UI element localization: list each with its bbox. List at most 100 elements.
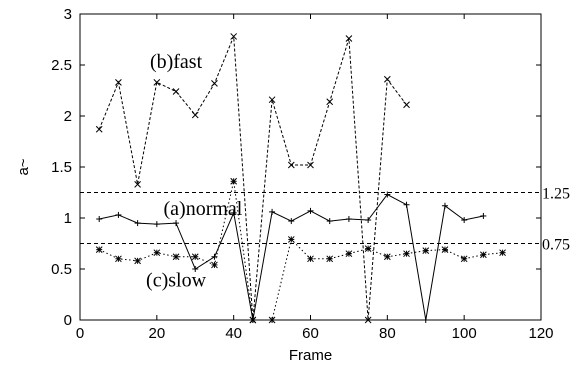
data-point [307, 207, 314, 214]
data-point [268, 316, 276, 324]
x-tick-label: 120 [528, 325, 553, 342]
data-point [345, 250, 353, 258]
y-tick-label: 1.5 [51, 159, 72, 176]
series-annotation: (c)slow [146, 269, 207, 291]
data-point [480, 251, 487, 259]
data-point-stroke [134, 180, 141, 188]
x-tick-label: 60 [302, 325, 319, 342]
data-point [153, 249, 161, 257]
data-point [153, 221, 160, 228]
data-point [345, 35, 353, 42]
data-point-stroke [115, 78, 122, 86]
reference-line-label: 1.25 [542, 186, 570, 203]
data-point [384, 191, 391, 198]
data-point [211, 261, 218, 269]
x-tick-label: 40 [225, 325, 242, 342]
data-point [422, 247, 430, 254]
data-point-stroke [191, 111, 199, 119]
data-point [172, 88, 180, 95]
data-point-stroke [326, 98, 334, 106]
data-point [191, 111, 199, 119]
data-point [172, 253, 180, 261]
data-point [115, 78, 122, 86]
data-point [345, 216, 352, 223]
y-tick-label: 3 [64, 6, 72, 23]
x-tick-label: 80 [379, 325, 396, 342]
data-point [230, 33, 238, 40]
data-point [422, 317, 429, 323]
data-point-stroke [383, 75, 391, 83]
data-point [249, 316, 257, 324]
data-point [211, 253, 218, 260]
data-point [134, 257, 141, 265]
data-point [383, 75, 391, 83]
series-dotted [95, 177, 506, 324]
data-point [134, 220, 141, 227]
data-point [287, 236, 295, 243]
data-point [115, 211, 122, 218]
data-point [307, 255, 314, 263]
data-point [441, 202, 448, 209]
data-point [269, 208, 276, 215]
data-point [480, 212, 487, 219]
series-line [99, 193, 484, 321]
y-tick-label: 1 [64, 210, 72, 227]
data-point [173, 220, 180, 227]
data-point [403, 201, 410, 208]
data-point [288, 218, 295, 225]
data-point-stroke [403, 101, 410, 109]
data-point [230, 177, 238, 185]
data-point [403, 101, 410, 109]
data-point-stroke [268, 96, 276, 104]
data-point [326, 98, 334, 106]
series-annotation: (a)normal [164, 198, 243, 220]
series-dashed [95, 33, 410, 324]
x-tick-label: 0 [76, 325, 84, 342]
data-point [268, 96, 276, 104]
data-point [364, 316, 372, 324]
data-point [192, 266, 199, 272]
y-tick-label: 0.5 [51, 261, 72, 278]
data-point-stroke [172, 88, 180, 95]
data-point [134, 180, 141, 188]
data-point [326, 218, 333, 225]
data-point-stroke [211, 80, 218, 87]
data-point [95, 246, 103, 253]
series-annotation: (b)fast [150, 51, 203, 73]
data-point-stroke [95, 125, 103, 133]
data-point [211, 80, 218, 87]
series-solid [96, 191, 487, 323]
data-point [307, 161, 314, 169]
data-point-stroke [230, 33, 238, 40]
data-point [96, 216, 103, 223]
reference-line-label: 0.75 [542, 237, 570, 254]
y-tick-label: 2 [64, 108, 72, 125]
y-tick-label: 0 [64, 312, 72, 329]
data-point [153, 78, 161, 86]
data-point [383, 253, 391, 261]
x-axis-label: Frame [289, 347, 332, 364]
data-point-stroke [153, 78, 161, 86]
data-point [403, 250, 410, 258]
data-point [365, 217, 372, 224]
data-point-stroke [307, 161, 314, 169]
x-tick-label: 20 [148, 325, 165, 342]
x-tick-label: 100 [452, 325, 477, 342]
data-point [326, 255, 334, 263]
data-point [364, 245, 372, 252]
data-point-stroke [287, 161, 295, 169]
data-point [461, 217, 468, 224]
data-point [95, 125, 103, 133]
data-point [191, 253, 199, 261]
data-point-stroke [364, 316, 372, 324]
data-point [441, 246, 449, 253]
y-tick-label: 2.5 [51, 57, 72, 74]
data-point [230, 209, 237, 216]
data-point [460, 255, 468, 263]
data-point [499, 249, 506, 257]
series-line [98, 181, 503, 321]
y-axis-label: a~ [15, 158, 32, 175]
data-point [287, 161, 295, 169]
